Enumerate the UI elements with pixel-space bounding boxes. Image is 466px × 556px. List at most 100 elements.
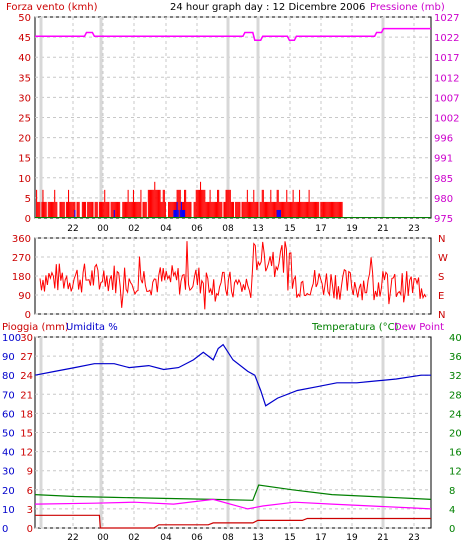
compass-label: N: [438, 234, 445, 245]
wind-bar: [290, 201, 292, 218]
wind-bar: [237, 201, 239, 218]
wind-bar: [170, 201, 172, 218]
wind-tick-label: 0: [25, 214, 31, 225]
wind-bar: [152, 189, 154, 218]
rain-tick-label: 24: [20, 371, 33, 382]
wind-bar: [210, 201, 212, 218]
wind-bar: [54, 189, 56, 218]
wind-bar: [334, 201, 336, 218]
wind-bar: [163, 189, 165, 218]
wind-bar: [168, 201, 170, 218]
wind-bar: [277, 189, 279, 218]
wind-bar: [149, 189, 152, 218]
gust-bar: [181, 209, 183, 218]
wind-bar: [253, 189, 255, 218]
wind-bar: [172, 201, 174, 218]
wind-bar: [184, 189, 186, 218]
wind-bar: [105, 201, 107, 218]
wind-bar: [297, 201, 299, 218]
wind-bar: [311, 201, 313, 218]
wind-x-tick-label: 19: [346, 224, 358, 234]
wind-bar: [238, 201, 240, 218]
wind-bar: [217, 189, 219, 218]
gust-bar: [276, 209, 278, 218]
wind-bar: [262, 189, 264, 218]
wind-bar: [269, 201, 271, 218]
wind-bar: [278, 201, 280, 218]
wind-bar: [324, 201, 326, 218]
wind-bar: [300, 201, 302, 218]
wind-bar: [314, 201, 317, 218]
wind-bar: [151, 189, 153, 218]
wind-bar: [280, 201, 282, 218]
wind-bar: [326, 201, 328, 218]
wind-bar: [241, 201, 243, 218]
wind-bar: [158, 189, 160, 218]
rain-tick-label: 18: [20, 409, 33, 420]
wind-bar: [129, 201, 131, 218]
pressure-tick-label: 975: [434, 214, 453, 225]
wind-bar: [131, 201, 133, 218]
humidity-tick-label: 80: [2, 371, 15, 382]
gust-bar: [278, 209, 280, 218]
wind-bar: [103, 201, 105, 218]
wind-bar: [72, 201, 74, 218]
wind-bar: [99, 201, 101, 218]
wind-x-tick-label: 13: [252, 224, 263, 234]
wind-bar: [159, 189, 161, 218]
wind-bar: [226, 189, 228, 218]
wind-bar: [118, 201, 120, 218]
wind-bar: [223, 201, 225, 218]
wind-bar: [43, 201, 45, 218]
direction-tick-label: 0: [25, 310, 31, 321]
wind-bar: [308, 189, 310, 218]
wind-x-tick-label: 04: [160, 224, 172, 234]
wind-x-tick-label: 15: [284, 224, 295, 234]
wind-bar: [145, 201, 147, 218]
direction-tick-labels: 360 270 180 90 0: [12, 234, 31, 321]
wind-bar: [122, 201, 124, 218]
wind-bar: [132, 189, 134, 218]
wind-tick-label: 25: [18, 114, 31, 125]
wind-bar: [123, 201, 125, 218]
wind-bar: [289, 201, 291, 218]
wind-tick-label: 45: [18, 33, 31, 44]
wind-bar: [38, 201, 40, 218]
wind-grid: [35, 16, 431, 219]
rain-tick-label: 6: [27, 486, 33, 497]
wind-bar: [94, 201, 96, 218]
wind-bar: [197, 189, 199, 218]
wind-bars: [36, 181, 343, 218]
wind-bar: [340, 201, 342, 218]
wind-bar: [65, 201, 67, 218]
wind-bar: [102, 201, 104, 218]
wind-bar: [333, 201, 335, 218]
wind-bar: [124, 201, 126, 218]
wind-bar: [256, 201, 258, 218]
wind-bar: [73, 201, 75, 218]
humidity-tick-label: 30: [2, 467, 15, 478]
wind-bar: [70, 201, 72, 218]
wind-bar: [271, 201, 273, 218]
wind-bar: [74, 201, 76, 218]
wind-bar: [250, 201, 252, 218]
gust-bar: [182, 209, 185, 218]
wind-bar: [201, 189, 203, 218]
wind-bar: [260, 201, 262, 218]
wind-bar: [266, 201, 268, 218]
wind-bar: [341, 201, 343, 218]
wind-bar: [112, 201, 114, 218]
wind-bar: [148, 189, 150, 218]
wind-bar: [248, 201, 251, 218]
wind-bar: [160, 201, 162, 218]
rain-tick-label: 21: [20, 390, 33, 401]
wind-bar: [107, 201, 109, 218]
wind-bar: [320, 201, 322, 218]
pressure-tick-label: 1027: [434, 13, 459, 24]
wind-bar: [60, 201, 62, 218]
wind-bar: [49, 201, 51, 218]
wind-bar: [257, 201, 259, 218]
